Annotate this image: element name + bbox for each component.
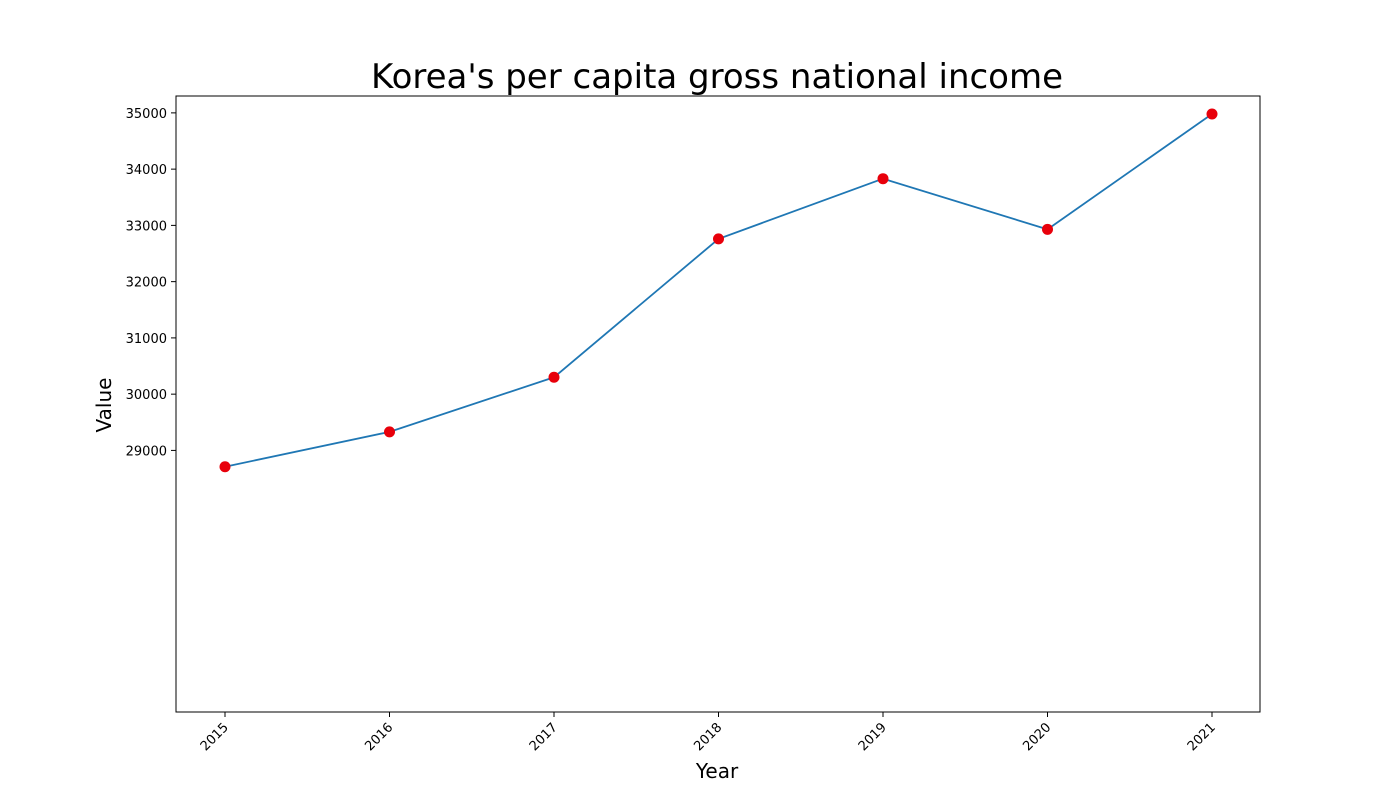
y-tick-label: 29000 <box>126 444 167 459</box>
data-point <box>548 371 560 383</box>
x-tick-label: 2015 <box>198 720 232 754</box>
x-axis-label: Year <box>695 759 739 783</box>
x-tick-label: 2019 <box>856 720 890 754</box>
series-line <box>224 113 1213 468</box>
y-tick-label: 35000 <box>126 107 167 122</box>
x-tick-label: 2021 <box>1185 720 1219 754</box>
y-tick-label: 32000 <box>126 276 167 291</box>
y-axis-label: Value <box>92 378 116 433</box>
x-tick-label: 2018 <box>691 720 725 754</box>
data-point <box>384 426 395 438</box>
chart-title: Korea's per capita gross national income <box>371 57 1063 97</box>
data-point <box>219 461 231 473</box>
x-tick-label: 2020 <box>1020 720 1054 754</box>
plot-frame <box>175 95 1261 713</box>
plot-area: 29000 30000 31000 32000 33000 34000 35000 2015 2… <box>126 95 1261 754</box>
x-tick-label: 2017 <box>527 720 561 754</box>
y-tick-label: 33000 <box>126 219 167 234</box>
data-point <box>1206 108 1218 120</box>
data-point <box>1042 223 1053 235</box>
y-tick-label: 31000 <box>126 332 167 347</box>
data-point <box>877 173 889 185</box>
y-tick-label: 30000 <box>126 388 167 403</box>
data-point <box>713 233 724 245</box>
y-tick-label: 34000 <box>126 163 167 178</box>
x-tick-label: 2016 <box>362 720 396 754</box>
